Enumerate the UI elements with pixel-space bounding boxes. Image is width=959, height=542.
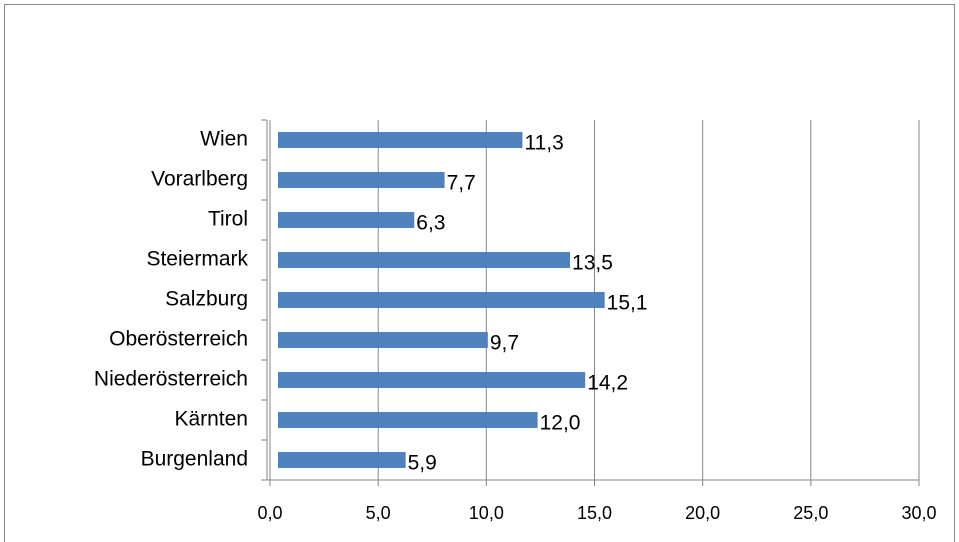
data-label: 13,5: [572, 252, 613, 275]
data-label: 12,0: [540, 412, 581, 435]
data-label: 6,3: [416, 212, 445, 235]
data-label: 7,7: [447, 172, 476, 195]
data-label: 5,9: [408, 452, 437, 475]
y-tick-label: Salzburg: [165, 288, 248, 311]
data-label: 9,7: [490, 332, 519, 355]
x-tick-label: 30,0: [901, 503, 936, 523]
y-tick-label: Oberösterreich: [109, 328, 248, 351]
bar: [278, 292, 605, 308]
x-tick-label: 0,0: [257, 503, 282, 523]
y-tick-label: Niederösterreich: [94, 368, 248, 391]
data-label: 15,1: [607, 292, 648, 315]
x-tick-label: 25,0: [793, 503, 828, 523]
y-tick-label: Kärnten: [174, 408, 248, 431]
y-tick-label: Burgenland: [141, 448, 248, 471]
data-label: 14,2: [587, 372, 628, 395]
x-tick-label: 15,0: [577, 503, 612, 523]
y-tick-label: Tirol: [208, 208, 248, 231]
y-tick-label: Vorarlberg: [151, 168, 248, 191]
bar: [278, 172, 445, 188]
bar: [278, 412, 538, 428]
bar: [278, 132, 523, 148]
y-tick-label: Wien: [200, 128, 248, 151]
bar: [278, 212, 415, 228]
bar: [278, 252, 571, 268]
x-tick-label: 20,0: [685, 503, 720, 523]
bar: [278, 372, 586, 388]
data-label: 11,3: [524, 132, 563, 155]
x-tick-label: 5,0: [366, 503, 391, 523]
bar: [278, 452, 406, 468]
x-tick-label: 10,0: [469, 503, 504, 523]
y-tick-label: Steiermark: [146, 248, 248, 271]
chart-frame: [4, 4, 955, 542]
bar: [278, 332, 488, 348]
